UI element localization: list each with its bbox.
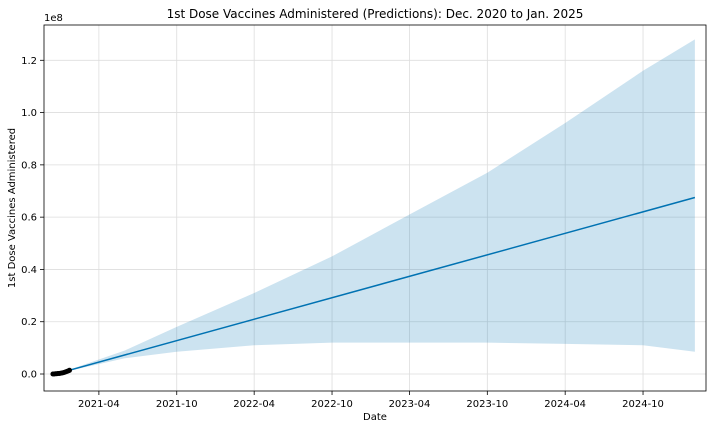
- chart-title: 1st Dose Vaccines Administered (Predicti…: [167, 7, 584, 21]
- y-offset-label: 1e8: [44, 13, 63, 24]
- observed-point: [67, 367, 72, 373]
- y-tick-label: 1.2: [21, 56, 37, 67]
- y-axis-ticks: 0.0 0.2 0.4 0.6 0.8 1.0 1.2: [21, 56, 44, 381]
- y-tick-label: 0.8: [21, 160, 37, 171]
- y-tick-label: 0.6: [21, 213, 37, 224]
- x-tick-label: 2023-04: [389, 399, 431, 410]
- y-tick-label: 0.2: [21, 317, 37, 328]
- y-axis-label: 1st Dose Vaccines Administered: [7, 128, 18, 288]
- uncertainty-band: [60, 39, 695, 373]
- y-tick-label: 0.0: [21, 370, 37, 381]
- x-tick-label: 2022-10: [311, 399, 353, 410]
- x-tick-label: 2021-04: [78, 399, 120, 410]
- x-axis-ticks: 2021-04 2021-10 2022-04 2022-10 2023-04 2023-…: [78, 391, 664, 410]
- x-tick-label: 2023-10: [466, 399, 508, 410]
- uncertainty-band-layer: [60, 39, 695, 373]
- forecast-line-layer: [60, 196, 696, 374]
- x-tick-label: 2024-04: [544, 399, 586, 410]
- x-axis-label: Date: [363, 412, 387, 423]
- observed-points-layer: [50, 367, 72, 377]
- x-tick-label: 2021-10: [156, 399, 198, 410]
- forecast-line: [60, 196, 696, 374]
- grid: [44, 25, 706, 391]
- x-tick-label: 2022-04: [233, 399, 275, 410]
- x-tick-label: 2024-10: [622, 399, 664, 410]
- y-tick-label: 0.4: [21, 265, 37, 276]
- plot-frame: [43, 24, 707, 392]
- y-tick-label: 1.0: [21, 108, 37, 119]
